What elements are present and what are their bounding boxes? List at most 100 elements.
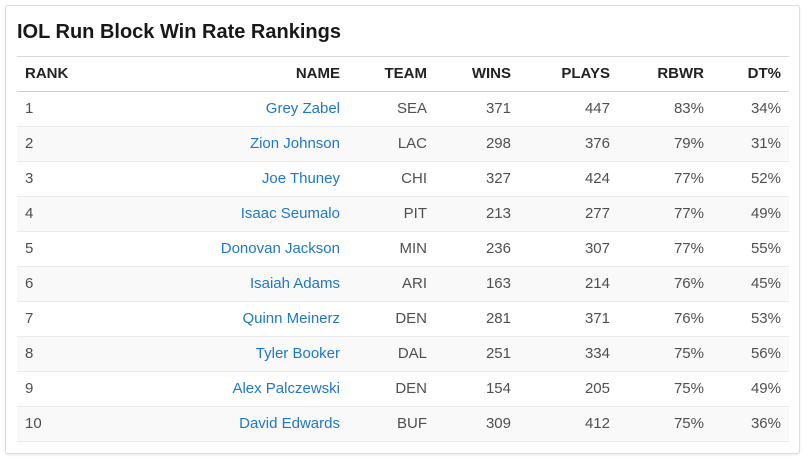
team-cell: DEN xyxy=(348,301,435,337)
team-cell: BUF xyxy=(348,406,435,442)
name-cell: Alex Palczewski xyxy=(167,371,348,407)
rank-cell: 10 xyxy=(17,406,167,442)
plays-cell: 447 xyxy=(519,91,618,127)
plays-cell: 214 xyxy=(519,266,618,302)
name-cell: Donovan Jackson xyxy=(167,231,348,267)
rbwr-cell: 79% xyxy=(618,126,712,162)
table-row: 8 Tyler Booker DAL 251 334 75% 56% xyxy=(17,336,789,372)
team-cell: DEN xyxy=(348,371,435,407)
team-cell: PIT xyxy=(348,196,435,232)
dt-pct-cell: 49% xyxy=(712,196,789,232)
name-cell: Zion Johnson xyxy=(167,126,348,162)
rank-cell: 5 xyxy=(17,231,167,267)
rankings-card: IOL Run Block Win Rate Rankings RANK NAM… xyxy=(5,5,800,454)
name-cell: Grey Zabel xyxy=(167,91,348,127)
header-rank: RANK xyxy=(17,56,167,92)
rbwr-cell: 75% xyxy=(618,336,712,372)
dt-pct-cell: 55% xyxy=(712,231,789,267)
player-name-link[interactable]: Joe Thuney xyxy=(261,170,340,187)
plays-cell: 205 xyxy=(519,371,618,407)
player-name-link[interactable]: Quinn Meinerz xyxy=(242,310,340,327)
dt-pct-cell: 34% xyxy=(712,91,789,127)
header-dt-pct: DT% xyxy=(712,56,789,92)
table-row: 6 Isaiah Adams ARI 163 214 76% 45% xyxy=(17,266,789,302)
rank-cell: 2 xyxy=(17,126,167,162)
player-name-link[interactable]: David Edwards xyxy=(239,415,340,432)
rbwr-cell: 75% xyxy=(618,406,712,442)
rbwr-cell: 77% xyxy=(618,161,712,197)
player-name-link[interactable]: Donovan Jackson xyxy=(220,240,340,257)
wins-cell: 298 xyxy=(435,126,519,162)
player-name-link[interactable]: Tyler Booker xyxy=(255,345,340,362)
table-row: 5 Donovan Jackson MIN 236 307 77% 55% xyxy=(17,231,789,267)
header-rbwr: RBWR xyxy=(618,56,712,92)
rank-cell: 9 xyxy=(17,371,167,407)
player-name-link[interactable]: Zion Johnson xyxy=(249,135,340,152)
rankings-table: RANK NAME TEAM WINS PLAYS RBWR DT% 1 Gre… xyxy=(17,56,789,442)
wins-cell: 154 xyxy=(435,371,519,407)
rbwr-cell: 77% xyxy=(618,196,712,232)
plays-cell: 307 xyxy=(519,231,618,267)
rank-cell: 1 xyxy=(17,91,167,127)
plays-cell: 424 xyxy=(519,161,618,197)
page-title: IOL Run Block Win Rate Rankings xyxy=(17,21,341,43)
table-row: 3 Joe Thuney CHI 327 424 77% 52% xyxy=(17,161,789,197)
dt-pct-cell: 36% xyxy=(712,406,789,442)
name-cell: Quinn Meinerz xyxy=(167,301,348,337)
header-wins: WINS xyxy=(435,56,519,92)
name-cell: Isaac Seumalo xyxy=(167,196,348,232)
team-cell: LAC xyxy=(348,126,435,162)
name-cell: David Edwards xyxy=(167,406,348,442)
rbwr-cell: 83% xyxy=(618,91,712,127)
table-row: 10 David Edwards BUF 309 412 75% 36% xyxy=(17,406,789,442)
player-name-link[interactable]: Alex Palczewski xyxy=(232,380,340,397)
team-cell: SEA xyxy=(348,91,435,127)
wins-cell: 213 xyxy=(435,196,519,232)
team-cell: CHI xyxy=(348,161,435,197)
player-name-link[interactable]: Isaac Seumalo xyxy=(240,205,340,222)
plays-cell: 277 xyxy=(519,196,618,232)
team-cell: ARI xyxy=(348,266,435,302)
table-row: 9 Alex Palczewski DEN 154 205 75% 49% xyxy=(17,371,789,407)
rbwr-cell: 76% xyxy=(618,266,712,302)
table-header: RANK NAME TEAM WINS PLAYS RBWR DT% xyxy=(17,56,789,92)
rbwr-cell: 76% xyxy=(618,301,712,337)
plays-cell: 334 xyxy=(519,336,618,372)
dt-pct-cell: 52% xyxy=(712,161,789,197)
name-cell: Joe Thuney xyxy=(167,161,348,197)
rank-cell: 6 xyxy=(17,266,167,302)
header-plays: PLAYS xyxy=(519,56,618,92)
wins-cell: 163 xyxy=(435,266,519,302)
header-row: RANK NAME TEAM WINS PLAYS RBWR DT% xyxy=(17,56,789,92)
wins-cell: 281 xyxy=(435,301,519,337)
wins-cell: 236 xyxy=(435,231,519,267)
dt-pct-cell: 49% xyxy=(712,371,789,407)
wins-cell: 371 xyxy=(435,91,519,127)
dt-pct-cell: 45% xyxy=(712,266,789,302)
wins-cell: 251 xyxy=(435,336,519,372)
table-row: 4 Isaac Seumalo PIT 213 277 77% 49% xyxy=(17,196,789,232)
name-cell: Tyler Booker xyxy=(167,336,348,372)
rank-cell: 4 xyxy=(17,196,167,232)
player-name-link[interactable]: Isaiah Adams xyxy=(249,275,340,292)
wins-cell: 309 xyxy=(435,406,519,442)
team-cell: MIN xyxy=(348,231,435,267)
plays-cell: 376 xyxy=(519,126,618,162)
plays-cell: 412 xyxy=(519,406,618,442)
table-row: 1 Grey Zabel SEA 371 447 83% 34% xyxy=(17,91,789,127)
rank-cell: 3 xyxy=(17,161,167,197)
dt-pct-cell: 31% xyxy=(712,126,789,162)
wins-cell: 327 xyxy=(435,161,519,197)
dt-pct-cell: 56% xyxy=(712,336,789,372)
rank-cell: 7 xyxy=(17,301,167,337)
plays-cell: 371 xyxy=(519,301,618,337)
table-row: 7 Quinn Meinerz DEN 281 371 76% 53% xyxy=(17,301,789,337)
header-name: NAME xyxy=(167,56,348,92)
team-cell: DAL xyxy=(348,336,435,372)
header-team: TEAM xyxy=(348,56,435,92)
player-name-link[interactable]: Grey Zabel xyxy=(265,100,340,117)
table-row: 2 Zion Johnson LAC 298 376 79% 31% xyxy=(17,126,789,162)
rank-cell: 8 xyxy=(17,336,167,372)
name-cell: Isaiah Adams xyxy=(167,266,348,302)
rbwr-cell: 75% xyxy=(618,371,712,407)
